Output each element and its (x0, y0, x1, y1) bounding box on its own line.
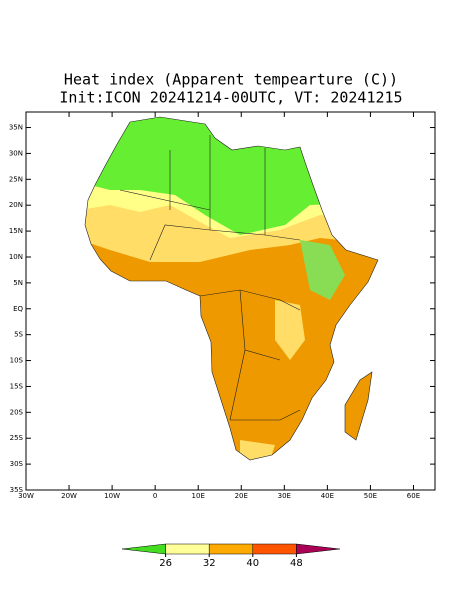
y-tick-label: 25S (10, 434, 24, 442)
colorbar-tick-label: 40 (246, 558, 259, 569)
x-tick-label: 10E (192, 492, 205, 500)
y-tick-label: 20S (10, 408, 24, 416)
x-tick-label: 30W (18, 492, 34, 500)
y-tick-label: 5N (13, 279, 23, 287)
zone-warm (240, 440, 275, 460)
y-tick-label: 30N (9, 149, 23, 157)
y-tick-label: 5S (14, 331, 23, 339)
colorbar-segment (296, 543, 341, 555)
colorbar-tick-label: 32 (203, 558, 216, 569)
x-tick-label: 20E (235, 492, 248, 500)
colorbar-segment (165, 543, 210, 555)
x-tick-label: 10W (104, 492, 120, 500)
map-frame (25, 111, 436, 491)
colorbar-segment (121, 543, 166, 555)
x-tick-label: 50E (364, 492, 377, 500)
colorbar-tick-label: 26 (159, 558, 172, 569)
y-tick-label: 10N (9, 253, 23, 261)
x-tick-label: 20W (61, 492, 77, 500)
y-tick-label: 35S (10, 486, 24, 494)
y-tick-label: 15S (10, 382, 24, 390)
y-tick-label: 15N (9, 227, 23, 235)
x-tick-label: 0 (153, 492, 157, 500)
x-tick-label: 30E (278, 492, 291, 500)
title: Heat index (Apparent tempearture (C)) (64, 71, 398, 89)
y-tick-label: 30S (10, 460, 24, 468)
zone-cool (85, 117, 378, 235)
colorbar-tick-label: 48 (290, 558, 303, 569)
y-tick-label: 10S (10, 357, 24, 365)
y-tick-label: 35N (9, 124, 23, 132)
y-tick-label: 20N (9, 201, 23, 209)
x-tick-label: 40E (321, 492, 334, 500)
zone-cool (300, 240, 345, 300)
y-tick-label: EQ (13, 305, 23, 313)
land (85, 117, 378, 460)
zone-warm (275, 300, 305, 360)
borders (119, 135, 301, 421)
y-tick-label: 25N (9, 175, 23, 183)
colorbar-segment (208, 543, 254, 555)
x-tick-label: 60E (407, 492, 420, 500)
subtitle: Init:ICON 20241214-00UTC, VT: 20241215 (59, 89, 402, 107)
colorbar-segment (252, 543, 297, 555)
coastline (84, 116, 379, 461)
